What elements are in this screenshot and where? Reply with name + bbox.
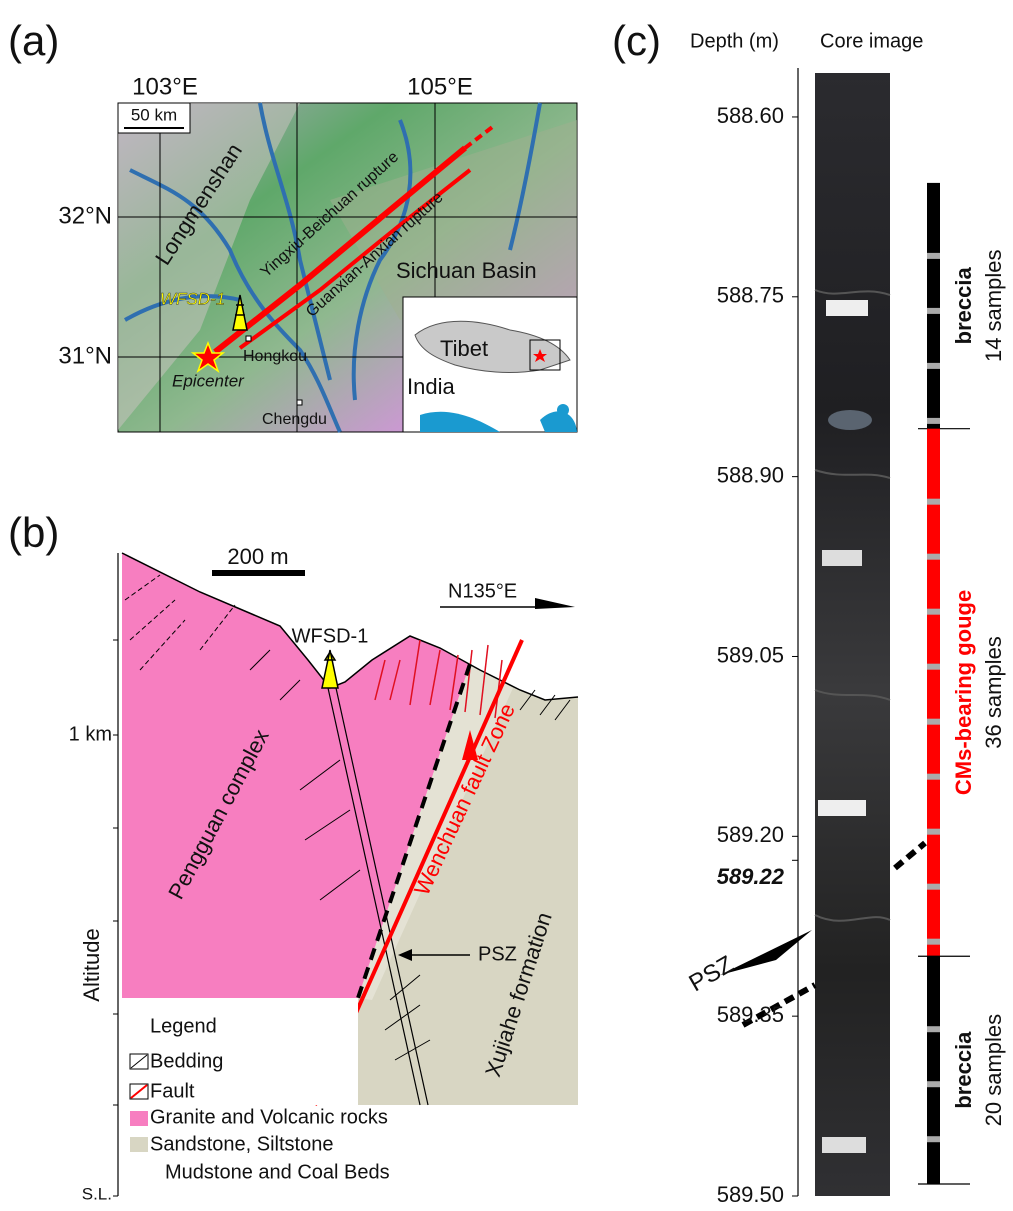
well-label: WFSD-1: [292, 625, 369, 647]
axis-title: Altitude: [79, 928, 104, 1001]
map-label: WFSD-1: [160, 289, 225, 308]
axis-label: 1 km: [69, 723, 112, 745]
legend-label: Granite and Volcanic rocks: [150, 1106, 388, 1128]
y-tick-label: 589.05: [717, 642, 784, 667]
sample-mark: [927, 252, 940, 259]
lat-label: 32°N: [58, 202, 112, 229]
map-label: Chengdu: [262, 411, 327, 428]
lon-label: 103°E: [132, 73, 198, 100]
y-tick-label: 589.35: [717, 1002, 784, 1027]
map-label: Hongkou: [243, 348, 307, 365]
column-header: Depth (m): [690, 30, 779, 52]
interval-bar: [927, 956, 940, 1185]
map: 50 km Longmenshan Yingxiu-Beichuan ruptu…: [117, 102, 578, 433]
core-log: 588.60 588.75 588.90 589.05 589.20 589.35 589.…: [717, 103, 1006, 1207]
inset: Tibet India: [402, 296, 578, 433]
interval-samples: 36 samples: [981, 636, 1006, 749]
interval-bar: [927, 182, 940, 429]
psz-label: PSZ: [684, 951, 738, 998]
legend-title: Legend: [150, 1015, 217, 1037]
sample-mark: [927, 417, 940, 424]
sample-mark: [927, 938, 940, 945]
sample-mark: [927, 883, 940, 890]
map-label: Tibet: [440, 336, 488, 361]
y-tick-label: 588.75: [717, 283, 784, 308]
legend-label: Mudstone and Coal Beds: [165, 1161, 390, 1183]
panel-label: (c): [612, 17, 661, 64]
sample-mark: [927, 362, 940, 369]
y-tick-label: 589.20: [717, 822, 784, 847]
map-label: Sichuan Basin: [396, 258, 537, 283]
legend-label: Sandstone, Siltstone: [150, 1133, 333, 1155]
scale-label: 200 m: [227, 544, 288, 569]
core-image: [814, 73, 891, 1196]
sample-mark: [927, 1026, 940, 1033]
legend-label: Fault: [150, 1080, 195, 1102]
legend-label: Bedding: [150, 1050, 223, 1072]
sample-mark: [927, 307, 940, 314]
lon-label: 105°E: [407, 73, 473, 100]
sample-mark: [927, 663, 940, 670]
lat-label: 31°N: [58, 342, 112, 369]
interval-name: breccia: [951, 1031, 976, 1109]
sample-mark: [927, 718, 940, 725]
map-label: India: [407, 374, 455, 399]
y-tick-label: 588.60: [717, 103, 784, 128]
interval-name: CMs-bearing gouge: [951, 590, 976, 795]
interval-bar: [927, 428, 940, 957]
sample-mark: [927, 1136, 940, 1143]
map-label: Epicenter: [172, 371, 245, 390]
interval-name: breccia: [951, 267, 976, 345]
sample-mark: [927, 773, 940, 780]
scale-label: 50 km: [131, 105, 177, 124]
interval-samples: 20 samples: [981, 1014, 1006, 1127]
unit-label: PSZ: [478, 943, 517, 965]
sample-mark: [927, 498, 940, 505]
column-header: Core image: [820, 30, 923, 52]
interval-samples: 14 samples: [981, 250, 1006, 363]
panel-label: (b): [8, 509, 59, 556]
sample-mark: [927, 553, 940, 560]
y-tick-label: 588.90: [717, 462, 784, 487]
sample-mark: [927, 608, 940, 615]
y-tick-label: 589.22: [717, 864, 785, 889]
direction-label: N135°E: [448, 580, 517, 602]
sample-mark: [927, 1081, 940, 1088]
axis-label: S.L.: [82, 1184, 112, 1203]
sample-mark: [927, 828, 940, 835]
y-tick-label: 589.50: [717, 1182, 784, 1207]
cross-section: [121, 552, 579, 1106]
panel-label: (a): [8, 17, 59, 64]
legend: Legend Bedding Fault Granite and Volcani…: [129, 1015, 390, 1183]
